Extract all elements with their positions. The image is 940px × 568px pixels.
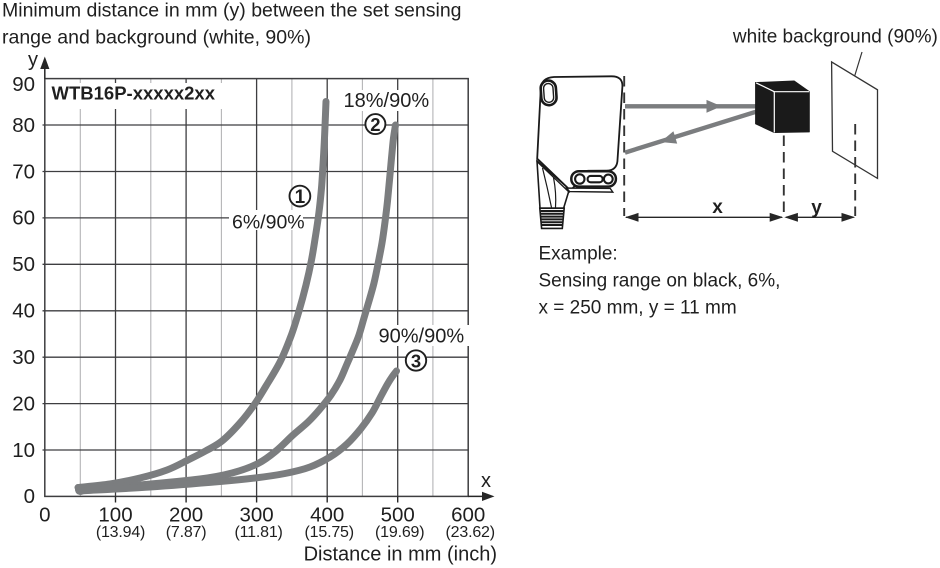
svg-text:(11.81): (11.81): [235, 524, 283, 541]
svg-text:200: 200: [169, 504, 203, 527]
svg-text:500: 500: [381, 504, 415, 527]
svg-text:x = 250 mm, y = 11 mm: x = 250 mm, y = 11 mm: [539, 298, 737, 319]
svg-text:0: 0: [24, 485, 35, 508]
svg-text:600: 600: [451, 504, 485, 527]
svg-text:x: x: [481, 470, 491, 492]
svg-text:(23.62): (23.62): [446, 524, 495, 541]
svg-text:(15.75): (15.75): [305, 524, 354, 541]
svg-text:y: y: [28, 49, 38, 71]
svg-text:50: 50: [12, 253, 35, 276]
svg-text:(19.69): (19.69): [375, 524, 424, 541]
svg-text:(7.87): (7.87): [166, 524, 207, 541]
svg-text:0: 0: [39, 504, 50, 527]
svg-text:3: 3: [411, 350, 421, 371]
svg-text:70: 70: [12, 160, 35, 183]
svg-text:90: 90: [12, 73, 35, 96]
svg-text:80: 80: [12, 114, 35, 137]
svg-text:100: 100: [98, 504, 132, 527]
svg-text:40: 40: [12, 300, 35, 323]
svg-text:x: x: [712, 197, 723, 218]
svg-text:(13.94): (13.94): [96, 524, 145, 541]
svg-text:range and background (white, 9: range and background (white, 90%): [2, 27, 311, 49]
svg-text:90%/90%: 90%/90%: [379, 326, 465, 348]
svg-text:60: 60: [12, 207, 35, 230]
svg-text:1: 1: [295, 187, 306, 208]
svg-text:2: 2: [370, 114, 380, 135]
svg-text:10: 10: [12, 439, 35, 462]
svg-text:y: y: [811, 198, 822, 219]
svg-text:6%/90%: 6%/90%: [232, 212, 305, 234]
svg-text:400: 400: [310, 504, 344, 527]
svg-text:Minimum distance in mm (y) bet: Minimum distance in mm (y) between the s…: [2, 0, 462, 22]
svg-text:20: 20: [12, 392, 35, 415]
svg-text:Distance in mm (inch): Distance in mm (inch): [304, 544, 497, 566]
svg-text:white background (90%): white background (90%): [732, 27, 938, 48]
svg-text:300: 300: [239, 504, 273, 527]
svg-text:Example:: Example:: [539, 244, 618, 265]
svg-text:18%/90%: 18%/90%: [344, 90, 430, 112]
svg-text:Sensing range on black, 6%,: Sensing range on black, 6%,: [539, 271, 781, 292]
svg-text:WTB16P-xxxxx2xx: WTB16P-xxxxx2xx: [52, 83, 216, 104]
svg-text:30: 30: [12, 346, 35, 369]
